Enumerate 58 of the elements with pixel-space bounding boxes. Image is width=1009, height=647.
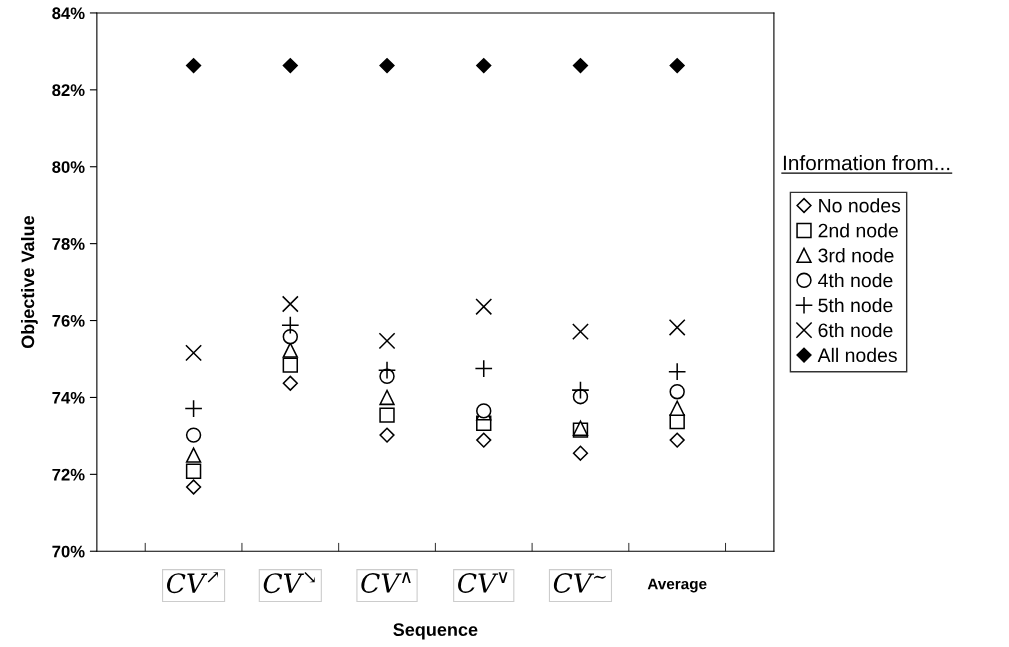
y-tick-label: 80% <box>52 161 85 173</box>
point <box>475 298 493 316</box>
point <box>282 328 299 345</box>
x-tick-label: CV$^{∨}$ <box>458 572 508 593</box>
point <box>281 316 300 335</box>
y-tick-label: 76% <box>52 314 85 327</box>
point <box>476 432 492 448</box>
point <box>185 447 202 463</box>
x-tick-label: CV$^{∼}$ <box>553 573 606 593</box>
point <box>281 295 299 313</box>
point <box>572 57 589 74</box>
point <box>572 323 589 341</box>
point <box>476 57 492 74</box>
point <box>379 57 395 74</box>
y-tick-label: 74% <box>52 391 85 404</box>
point <box>669 383 685 400</box>
point <box>185 479 202 495</box>
legend-label: 2nd node <box>818 223 898 238</box>
y-tick-label: 72% <box>52 468 85 481</box>
x-tick-label: CV$^{∧}$ <box>361 572 411 593</box>
x-tick-label: CV$^{↘}$ <box>263 571 315 594</box>
y-tick-label: 70% <box>52 545 85 558</box>
point <box>379 407 395 423</box>
point <box>379 389 395 406</box>
point <box>668 319 686 336</box>
legend-label: 4th node <box>818 273 893 288</box>
point <box>669 400 685 416</box>
point <box>282 342 299 358</box>
point <box>282 357 299 373</box>
y-tick-label: 84% <box>52 7 85 20</box>
x-axis-title: Sequence <box>393 623 478 640</box>
point <box>669 432 685 448</box>
point <box>185 344 202 362</box>
point <box>379 427 395 443</box>
legend-label: 5th node <box>818 297 893 313</box>
legend-title: Information from... <box>783 155 950 171</box>
x-tick-label: CV$^{↗}$ <box>166 572 218 594</box>
point <box>377 361 397 380</box>
legend-label: 6th node <box>818 322 893 338</box>
point <box>572 445 589 461</box>
point <box>571 381 590 400</box>
legend-label: All nodes <box>817 347 897 363</box>
point <box>282 57 298 74</box>
point <box>184 399 203 418</box>
point <box>669 57 685 74</box>
point <box>668 362 687 381</box>
legend-label: No nodes <box>819 198 901 213</box>
point <box>282 375 298 391</box>
point <box>185 427 202 443</box>
legend-label: 3rd node <box>818 248 894 263</box>
y-tick-label: 82% <box>52 84 85 97</box>
point <box>185 463 202 479</box>
x-tick-label: Average <box>647 578 707 593</box>
point <box>474 359 493 378</box>
y-tick-label: 78% <box>52 238 85 250</box>
y-axis-title: Objective Value <box>20 215 38 349</box>
point <box>185 57 202 74</box>
point <box>378 332 396 350</box>
